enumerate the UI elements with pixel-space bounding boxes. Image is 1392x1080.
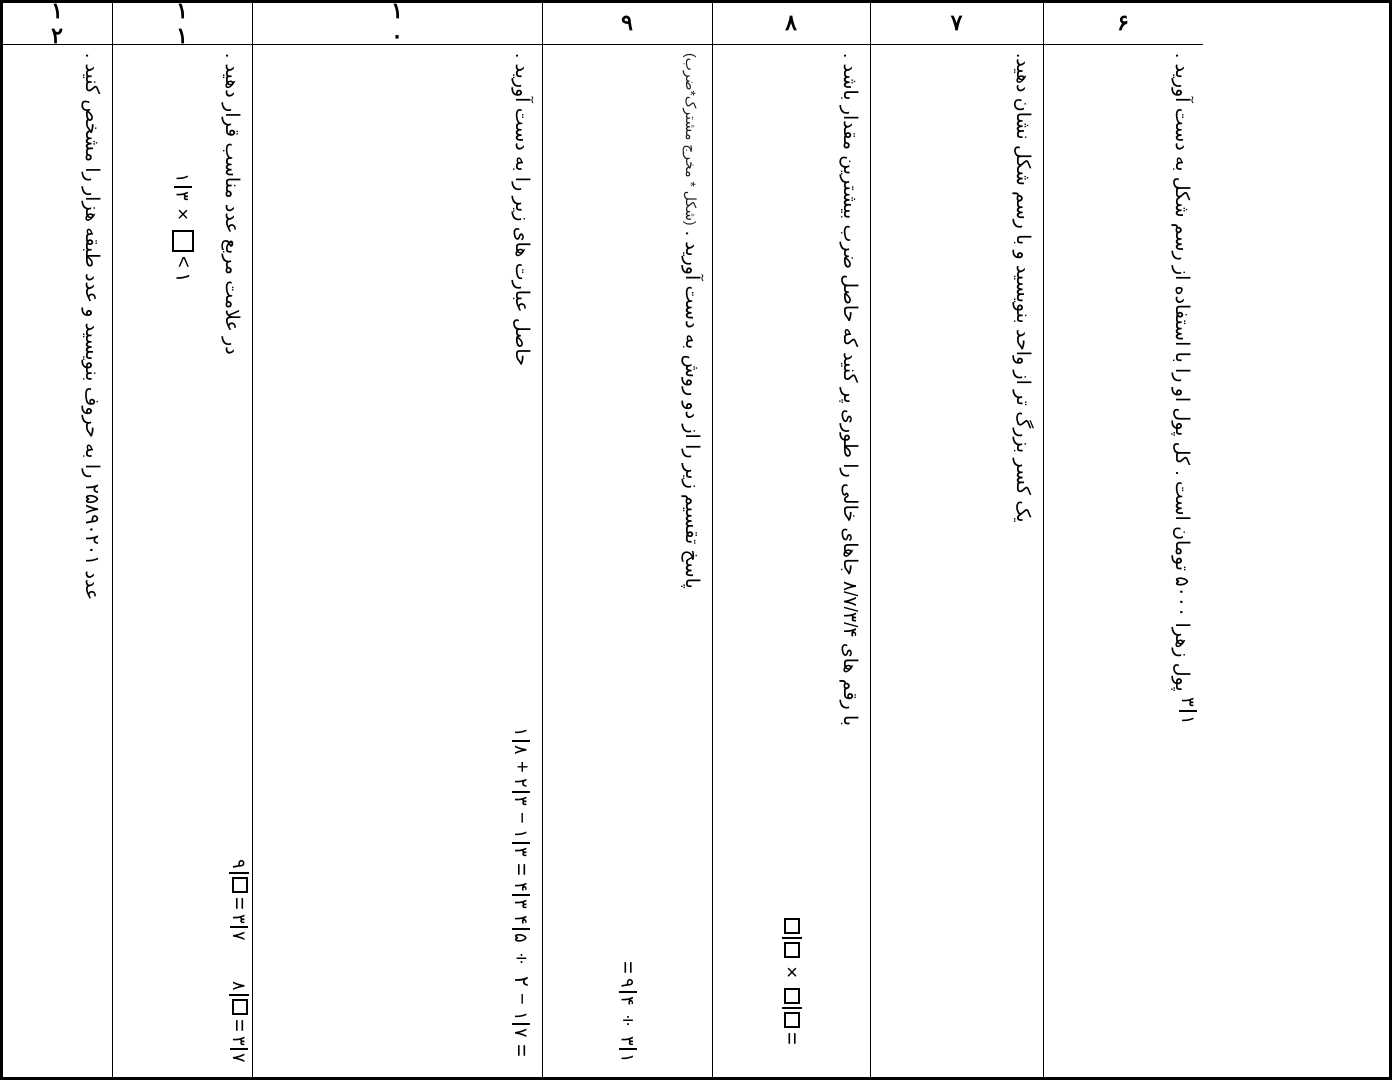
- question-row-8: ۸ با رقم های ۸/۷/۳/۴ جاهای خالی را طوری …: [713, 3, 871, 1077]
- square-box-icon: [784, 988, 800, 1004]
- question-content-10: حاصل عبارت های زیر را به دست آورید . = ۳…: [253, 45, 542, 1077]
- square-box-icon: [784, 1012, 800, 1028]
- question-text-6: ۱ ۳ پول زهرا ۵۰۰۰ تومان است . کل پول او …: [1166, 53, 1197, 724]
- question-content-7: یک کسر بزرگ تر از واحد بنویسید و با رسم …: [871, 45, 1043, 1077]
- question-row-6: ۶ ۱ ۳ پول زهرا ۵۰۰۰ تومان است . کل پول ا…: [1044, 3, 1203, 1077]
- question-number-8: ۸: [713, 3, 870, 45]
- question-content-12: عدد ۲۵۸۹۰۲۰۱ را به حروف بنویسید و عدد طب…: [3, 45, 112, 1077]
- question-text-8: با رقم های ۸/۷/۳/۴ جاهای خالی را طوری پر…: [834, 53, 864, 726]
- fraction: ۳ ۱: [174, 173, 192, 200]
- question-row-10: ۱۰ حاصل عبارت های زیر را به دست آورید . …: [253, 3, 543, 1077]
- question-row-9: ۹ پاسخ تقسیم زیر را از دو روش به دست آور…: [543, 3, 713, 1077]
- worksheet-table: ۱۲ عدد ۲۵۸۹۰۲۰۱ را به حروف بنویسید و عدد…: [0, 0, 1392, 1080]
- q10-expr-line-2: = ۷ ۱ − ۲ ÷ ۵ ۴: [508, 882, 534, 1057]
- question-row-11: ۱۱ در علامت مربع عدد مناسب قرار دهید . ۱…: [113, 3, 253, 1077]
- question-number-6: ۶: [1044, 3, 1203, 45]
- question-text-12: عدد ۲۵۸۹۰۲۰۱ را به حروف بنویسید و عدد طب…: [76, 53, 106, 600]
- square-box-icon: [172, 230, 194, 252]
- question-number-11: ۱۱: [113, 3, 252, 45]
- question-text-9: پاسخ تقسیم زیر را از دو روش به دست آورید…: [676, 53, 706, 589]
- box-fraction: [781, 988, 802, 1028]
- question-content-8: با رقم های ۸/۷/۳/۴ جاهای خالی را طوری پر…: [713, 45, 870, 1077]
- q10-expressions: = ۳ ۱ − ۳ ۲ +: [508, 727, 534, 1063]
- square-box-icon: [232, 877, 248, 893]
- q11-bottom-exprs: ۷ ۳ = ۹ ۷: [113, 859, 252, 1063]
- q11-expr-1: ۱ > × ۳ ۱: [171, 173, 195, 283]
- question-content-9: پاسخ تقسیم زیر را از دو روش به دست آورید…: [543, 45, 712, 1077]
- question-number-10: ۱۰: [253, 3, 542, 45]
- question-number-12: ۱۲: [3, 3, 112, 45]
- question-row-12: ۱۲ عدد ۲۵۸۹۰۲۰۱ را به حروف بنویسید و عدد…: [3, 3, 113, 1077]
- question-content-6: ۱ ۳ پول زهرا ۵۰۰۰ تومان است . کل پول او …: [1044, 45, 1203, 1077]
- question-number-9: ۹: [543, 3, 712, 45]
- q9-expression: ۱ ۳ ÷ ۴ ۹ =: [543, 961, 712, 1063]
- square-box-icon: [232, 999, 248, 1015]
- question-text-10: حاصل عبارت های زیر را به دست آورید .: [506, 53, 536, 366]
- q10-expr-line-1: = ۳ ۱ − ۳ ۲ +: [508, 727, 534, 875]
- question-content-11: در علامت مربع عدد مناسب قرار دهید . ۱ > …: [113, 45, 252, 1077]
- question-number-7: ۷: [871, 3, 1043, 45]
- box-fraction: [781, 918, 802, 958]
- question-row-7: ۷ یک کسر بزرگ تر از واحد بنویسید و با رس…: [871, 3, 1044, 1077]
- q8-expression: = ×: [713, 918, 870, 1045]
- square-box-icon: [784, 942, 800, 958]
- question-text-7: یک کسر بزرگ تر از واحد بنویسید و با رسم …: [1007, 53, 1037, 523]
- square-box-icon: [784, 918, 800, 934]
